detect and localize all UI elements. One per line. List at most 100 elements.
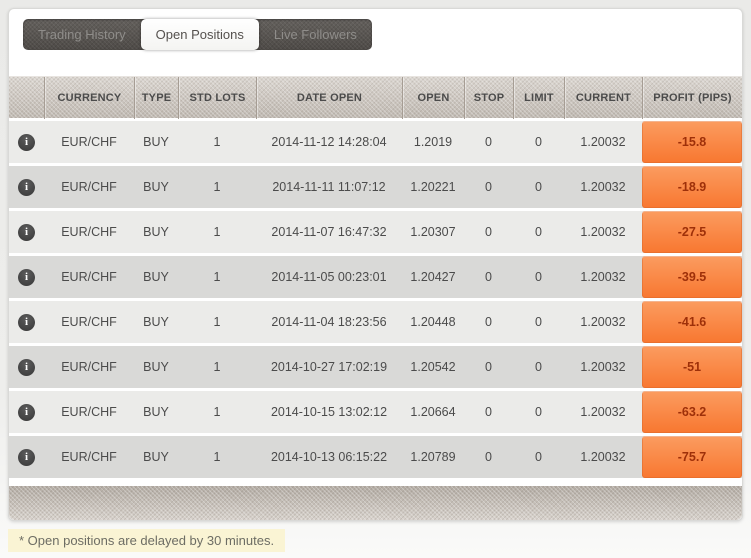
table-row: i EUR/CHF BUY 1 2014-10-13 06:15:22 1.20… <box>9 436 742 478</box>
table-row: i EUR/CHF BUY 1 2014-11-07 16:47:32 1.20… <box>9 211 742 253</box>
cell-type: BUY <box>143 180 169 194</box>
cell-limit: 0 <box>535 315 542 329</box>
cell-current: 1.20032 <box>580 225 626 239</box>
cell-std-lots: 1 <box>213 405 221 419</box>
cell-open: 1.20542 <box>410 360 456 374</box>
cell-current: 1.20032 <box>580 135 626 149</box>
cell-limit: 0 <box>535 450 542 464</box>
cell-limit: 0 <box>535 405 542 419</box>
col-header-currency: CURRENCY <box>44 77 134 119</box>
cell-date-open: 2014-10-15 13:02:12 <box>270 405 388 419</box>
profit-cell: -63.2 <box>642 391 742 433</box>
positions-table: CURRENCY TYPE STD LOTS DATE OPEN OPEN ST… <box>9 76 742 520</box>
cell-date-open: 2014-10-13 06:15:22 <box>270 450 388 464</box>
cell-current: 1.20032 <box>580 270 626 284</box>
cell-std-lots: 1 <box>213 180 221 194</box>
col-header-current: CURRENT <box>564 77 642 119</box>
col-header-open: OPEN <box>402 77 464 119</box>
cell-stop: 0 <box>485 360 492 374</box>
cell-current: 1.20032 <box>580 450 626 464</box>
cell-open: 1.20664 <box>410 405 456 419</box>
cell-stop: 0 <box>485 405 492 419</box>
cell-std-lots: 1 <box>213 315 221 329</box>
col-header-std-lots: STD LOTS <box>178 77 256 119</box>
cell-date-open: 2014-11-05 00:23:01 <box>271 270 387 284</box>
info-icon[interactable]: i <box>18 358 35 376</box>
info-icon[interactable]: i <box>18 313 35 331</box>
cell-currency: EUR/CHF <box>61 360 117 374</box>
cell-currency: EUR/CHF <box>61 270 117 284</box>
cell-stop: 0 <box>485 180 492 194</box>
cell-type: BUY <box>143 315 169 329</box>
info-icon[interactable]: i <box>18 223 35 241</box>
cell-date-open: 2014-11-04 18:23:56 <box>271 315 387 329</box>
table-row: i EUR/CHF BUY 1 2014-10-15 13:02:12 1.20… <box>9 391 742 433</box>
col-header-type: TYPE <box>134 77 178 119</box>
cell-stop: 0 <box>485 450 492 464</box>
cell-open: 1.2019 <box>413 135 453 149</box>
cell-limit: 0 <box>535 180 542 194</box>
profit-cell: -41.6 <box>642 301 742 343</box>
cell-stop: 0 <box>485 270 492 284</box>
cell-open: 1.20427 <box>410 270 456 284</box>
cell-current: 1.20032 <box>580 405 626 419</box>
cell-stop: 0 <box>485 315 492 329</box>
cell-currency: EUR/CHF <box>61 225 117 239</box>
info-icon[interactable]: i <box>18 268 35 286</box>
tab-live-followers[interactable]: Live Followers <box>273 27 357 42</box>
cell-type: BUY <box>143 225 169 239</box>
cell-std-lots: 1 <box>213 450 221 464</box>
table-row: i EUR/CHF BUY 1 2014-11-11 11:07:12 1.20… <box>9 166 742 208</box>
cell-std-lots: 1 <box>213 225 221 239</box>
tab-bar: Trading History Open Positions Live Foll… <box>23 19 372 50</box>
info-icon[interactable]: i <box>18 133 35 151</box>
profit-cell: -75.7 <box>642 436 742 478</box>
cell-currency: EUR/CHF <box>61 180 117 194</box>
table-row: i EUR/CHF BUY 1 2014-11-12 14:28:04 1.20… <box>9 121 742 163</box>
cell-limit: 0 <box>535 225 542 239</box>
cell-stop: 0 <box>485 135 492 149</box>
cell-open: 1.20448 <box>410 315 456 329</box>
cell-stop: 0 <box>485 225 492 239</box>
col-header-stop: STOP <box>464 77 513 119</box>
profit-cell: -18.9 <box>642 166 742 208</box>
cell-date-open: 2014-11-12 14:28:04 <box>271 135 387 149</box>
col-header-info <box>9 77 44 119</box>
table-header: CURRENCY TYPE STD LOTS DATE OPEN OPEN ST… <box>9 76 742 119</box>
cell-std-lots: 1 <box>213 360 221 374</box>
cell-current: 1.20032 <box>580 315 626 329</box>
table-footer-bar <box>9 486 742 520</box>
cell-type: BUY <box>143 450 169 464</box>
col-header-date-open: DATE OPEN <box>256 77 402 119</box>
cell-type: BUY <box>143 135 169 149</box>
table-row: i EUR/CHF BUY 1 2014-10-27 17:02:19 1.20… <box>9 346 742 388</box>
cell-currency: EUR/CHF <box>61 315 117 329</box>
cell-std-lots: 1 <box>213 270 221 284</box>
cell-open: 1.20789 <box>410 450 456 464</box>
cell-date-open: 2014-10-27 17:02:19 <box>270 360 388 374</box>
cell-current: 1.20032 <box>580 180 626 194</box>
cell-type: BUY <box>143 270 169 284</box>
cell-date-open: 2014-11-07 16:47:32 <box>271 225 387 239</box>
cell-limit: 0 <box>535 135 542 149</box>
info-icon[interactable]: i <box>18 403 35 421</box>
cell-std-lots: 1 <box>213 135 221 149</box>
cell-currency: EUR/CHF <box>61 405 117 419</box>
col-header-profit-pips: PROFIT (PIPS) <box>642 77 742 119</box>
profit-cell: -39.5 <box>642 256 742 298</box>
info-icon[interactable]: i <box>18 178 35 196</box>
open-positions-panel: Trading History Open Positions Live Foll… <box>8 8 743 521</box>
cell-currency: EUR/CHF <box>61 450 117 464</box>
cell-date-open: 2014-11-11 11:07:12 <box>272 180 386 194</box>
info-icon[interactable]: i <box>18 448 35 466</box>
profit-cell: -51 <box>642 346 742 388</box>
tab-trading-history[interactable]: Trading History <box>38 27 126 42</box>
delay-footnote: * Open positions are delayed by 30 minut… <box>8 529 286 552</box>
cell-open: 1.20307 <box>410 225 456 239</box>
cell-limit: 0 <box>535 360 542 374</box>
profit-cell: -15.8 <box>642 121 742 163</box>
table-row: i EUR/CHF BUY 1 2014-11-04 18:23:56 1.20… <box>9 301 742 343</box>
cell-open: 1.20221 <box>410 180 456 194</box>
table-row: i EUR/CHF BUY 1 2014-11-05 00:23:01 1.20… <box>9 256 742 298</box>
tab-open-positions[interactable]: Open Positions <box>140 19 259 50</box>
